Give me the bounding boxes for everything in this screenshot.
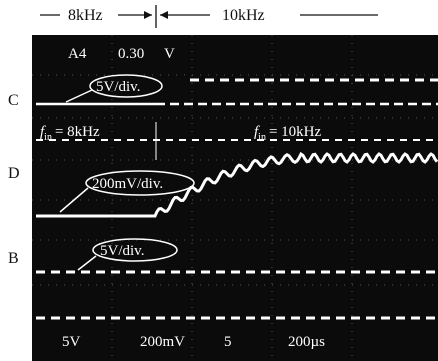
readout: 5V bbox=[62, 334, 81, 350]
channel-scale: 5V/div. bbox=[100, 243, 144, 259]
trigger-level: 0.30 bbox=[118, 46, 144, 62]
channel-scale: 200mV/div. bbox=[92, 176, 163, 192]
readout: 5 bbox=[224, 334, 232, 350]
header-left: 8kHz bbox=[68, 7, 103, 24]
scope-screen bbox=[32, 35, 438, 361]
channel-scale: 5V/div. bbox=[96, 79, 140, 95]
header-right: 10kHz bbox=[222, 7, 265, 24]
trigger-unit: V bbox=[164, 46, 175, 62]
oscilloscope-figure: 8kHz 10kHz C D B A4 0.30 V 5V/div. fin= … bbox=[0, 0, 438, 361]
readout: 200µs bbox=[288, 334, 325, 350]
channel-letter: C bbox=[8, 92, 19, 109]
readout: 200mV bbox=[140, 334, 185, 350]
channel-id: A4 bbox=[68, 46, 87, 62]
channel-letter: D bbox=[8, 165, 20, 182]
channel-letter: B bbox=[8, 250, 19, 267]
